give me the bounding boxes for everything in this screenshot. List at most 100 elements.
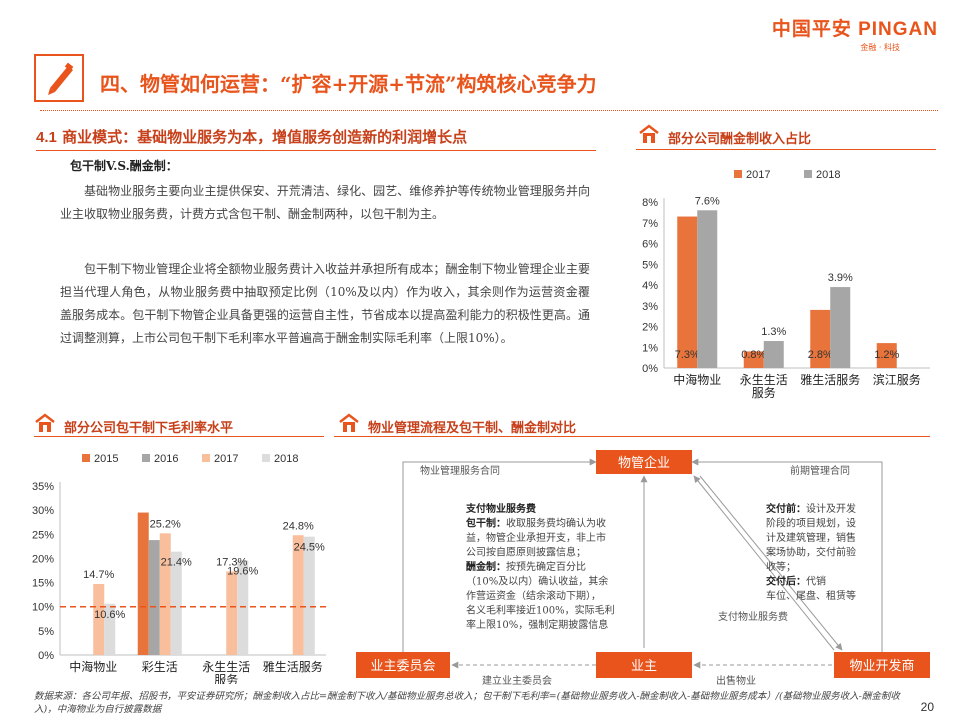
data-label: 14.7% — [83, 569, 114, 581]
note-line: 车位、尾盘、租赁等 — [766, 589, 856, 602]
legend-swatch — [734, 170, 742, 178]
note-line: （10%及以内）确认收益，其余 — [466, 575, 608, 588]
chart2-title: 部分公司包干制下毛利率水平 — [64, 421, 234, 436]
data-label: 21.4% — [161, 557, 192, 569]
note-line: 包干制：收取服务费均确认为收 — [466, 517, 606, 530]
bar — [876, 343, 897, 368]
x-tick-label: 滨江服务 — [873, 372, 921, 387]
chart1-title: 部分公司酬金制收入占比 — [668, 132, 812, 147]
note-line: 案场协助，交付前验 — [766, 546, 856, 559]
bar — [743, 351, 764, 368]
y-tick-label: 0% — [38, 650, 54, 662]
data-label: 1.3% — [761, 326, 786, 338]
note-line: 阶段的项目规划，设 — [766, 517, 856, 530]
y-tick-label: 5% — [642, 259, 658, 271]
data-label: 1.2% — [874, 349, 899, 361]
node-company: 物管企业 — [596, 450, 692, 474]
section-heading: 4.1 商业模式：基础物业服务为本，增值服务创造新的利润增长点 — [36, 126, 467, 147]
data-label: 19.6% — [227, 565, 258, 577]
footer-source: 数据来源：各公司年报、招股书，平安证券研究所；酬金制收入占比=酬金制下收入/基础… — [34, 691, 900, 715]
y-tick-label: 2% — [642, 322, 658, 334]
legend-label: 2017 — [214, 453, 238, 465]
bar — [830, 287, 851, 368]
edge-label-sell: 出售物业 — [716, 674, 756, 687]
flow-divider — [334, 436, 930, 437]
note-line: 交付前：设计及开发 — [766, 502, 856, 515]
x-tick-label: 服务 — [214, 672, 238, 684]
legend-swatch — [262, 454, 270, 462]
bar — [292, 535, 304, 655]
legend-label: 2017 — [746, 169, 770, 181]
x-tick-label: 永生生活 — [202, 660, 250, 674]
flow-title: 物业管理流程及包干制、酬金制对比 — [368, 421, 577, 436]
edge-contract — [402, 458, 597, 652]
y-tick-label: 4% — [642, 280, 658, 292]
y-tick-label: 6% — [642, 239, 658, 251]
data-label: 7.6% — [695, 195, 720, 207]
bar — [137, 512, 149, 655]
bar — [810, 309, 831, 368]
section-divider — [36, 150, 596, 151]
data-label: 7.3% — [675, 349, 700, 361]
y-tick-label: 25% — [32, 529, 54, 541]
note-line: 收等； — [766, 560, 796, 573]
data-label: 17.3% — [216, 556, 247, 568]
bar — [677, 216, 698, 368]
house-icon — [639, 124, 659, 143]
data-label: 0.8% — [741, 349, 766, 361]
x-tick-label: 中海物业 — [69, 659, 117, 674]
x-tick-label: 彩生活 — [142, 660, 178, 674]
node-owner-label: 业主 — [631, 659, 657, 674]
data-label: 24.5% — [294, 542, 325, 554]
house-icon — [35, 413, 55, 432]
edge-label-pay-fee: 支付物业服务费 — [718, 610, 788, 623]
chart2-divider — [34, 436, 324, 437]
y-tick-label: 0% — [642, 363, 658, 375]
subheading: 包干制V.S.酬金制： — [70, 159, 178, 173]
legend-swatch — [142, 454, 150, 462]
edge-label-contract: 物业管理服务合同 — [420, 464, 500, 477]
data-label: 10.6% — [94, 609, 125, 621]
bar — [93, 584, 105, 655]
note-line: 交付后：代销 — [766, 575, 826, 588]
flow-diagram: 物管企业 业主委员会 业主 物业开发商 物业管理服务合同 前期管理合同 支付物业… — [356, 450, 930, 687]
x-tick-label: 雅生活服务 — [800, 372, 860, 387]
y-tick-label: 7% — [642, 218, 658, 230]
legend-swatch — [202, 454, 210, 462]
data-label: 2.8% — [808, 349, 833, 361]
data-label: 25.2% — [150, 518, 181, 530]
x-tick-label: 永生生活 — [740, 373, 788, 387]
note-line: 作营运资金（结余滚动下期）， — [466, 589, 601, 602]
y-tick-label: 30% — [32, 505, 54, 517]
x-tick-label: 中海物业 — [673, 372, 721, 387]
bar — [170, 551, 182, 655]
y-tick-label: 35% — [32, 481, 54, 493]
legend-label: 2018 — [274, 453, 298, 465]
bar — [159, 533, 171, 655]
note-line: 酬金制：按预先确定百分比 — [466, 560, 586, 573]
note-title: 支付物业服务费 — [465, 502, 536, 515]
note-line: 公司按自愿原则披露信息； — [466, 546, 586, 559]
note-line: 计及建筑管理，销售 — [766, 531, 856, 544]
node-committee: 业主委员会 — [356, 652, 450, 678]
x-tick-label: 服务 — [752, 385, 776, 400]
bar — [104, 603, 116, 655]
y-tick-label: 10% — [32, 602, 54, 614]
node-owner: 业主 — [596, 652, 692, 678]
y-tick-label: 1% — [642, 342, 658, 354]
legend-label: 2015 — [94, 453, 118, 465]
brand-tagline: 金融 · 科技 — [860, 43, 900, 52]
node-committee-label: 业主委员会 — [370, 659, 435, 674]
y-tick-label: 15% — [32, 578, 54, 590]
chart-gross-margin: 0% 5% 10% 15% 20% 25% 30% 35% 2015 2016 2017 2018 中海… — [32, 453, 330, 684]
paragraph-1: 基础物业服务主要向业主提供保安、开荒清洁、绿化、园艺、维修养护等传统物业管理服务… — [60, 184, 590, 221]
paragraph-2: 包干制下物业管理企业将全额物业服务费计入收益并承担所有成本；酬金制下物业管理企业… — [60, 262, 590, 345]
note-line: 益，物管企业承担开支，非上市 — [466, 531, 606, 544]
note-line: 名义毛利率接近100%，实际毛利 — [466, 604, 615, 617]
x-tick-label: 雅生活服务 — [263, 659, 323, 674]
bar — [148, 540, 160, 655]
data-label: 24.8% — [283, 520, 314, 532]
brand-name: 中国平安 PINGAN — [771, 19, 938, 40]
legend-swatch — [82, 454, 90, 462]
